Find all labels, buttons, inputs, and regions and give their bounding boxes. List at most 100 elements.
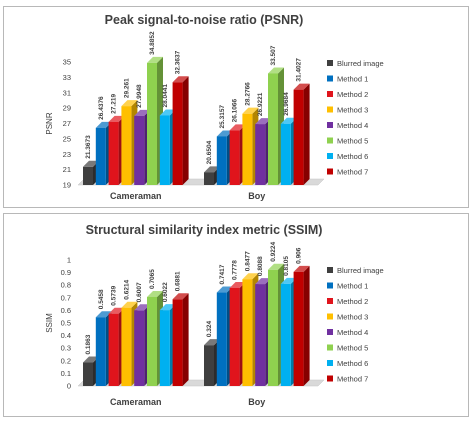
data-label: 29.261 (123, 78, 130, 98)
bar (172, 299, 183, 386)
data-label: 28.0441 (162, 84, 169, 108)
y-tick-label: 0.2 (61, 356, 71, 365)
data-label: 31.4027 (296, 58, 303, 82)
legend-entry: Blurred image (337, 59, 384, 68)
legend-entry: Method 3 (337, 313, 368, 322)
bar (293, 271, 304, 386)
bar-top (134, 109, 151, 116)
bar (108, 313, 119, 386)
bar-side (182, 293, 189, 386)
data-label: 0.7417 (219, 264, 226, 284)
bar-top (255, 118, 272, 125)
bar (159, 310, 170, 386)
bar (147, 296, 157, 386)
y-tick-label: 0.7 (61, 293, 71, 302)
y-tick-label: 35 (63, 58, 71, 67)
y-axis-label: PSNR (45, 112, 54, 134)
bar-top (172, 76, 189, 83)
bar (121, 106, 132, 185)
bar-top (280, 117, 297, 124)
bar-top (242, 107, 259, 114)
bar-top (216, 286, 233, 293)
legend-entry: Method 7 (337, 168, 368, 177)
data-label: 32.3637 (175, 50, 182, 74)
bar-side (182, 76, 189, 185)
data-label: 0.8088 (257, 256, 264, 276)
chart-title: Structural similarity index metric (SSIM… (86, 223, 323, 237)
category-label: Cameraman (110, 191, 162, 201)
data-label: 0.6881 (175, 271, 182, 291)
bar-top (293, 265, 310, 272)
bar (229, 287, 240, 386)
data-label: 28.2766 (244, 82, 251, 106)
bar (229, 130, 240, 185)
bar (216, 292, 227, 386)
category-label: Boy (248, 191, 265, 201)
legend-entry: Method 7 (337, 375, 368, 384)
bar (255, 284, 266, 386)
data-label: 26.1066 (232, 98, 239, 122)
data-label: 27.219 (111, 94, 118, 114)
legend-swatch (327, 329, 333, 335)
bar (159, 115, 170, 185)
bar-top (83, 356, 99, 363)
bar-top (229, 124, 246, 131)
data-label: 0.324 (206, 321, 213, 338)
y-tick-label: 0.4 (61, 331, 71, 340)
data-label: 0.6007 (136, 282, 143, 302)
data-label: 0.8477 (244, 251, 251, 271)
legend-entry: Method 1 (337, 282, 368, 291)
legend-entry: Method 5 (337, 137, 368, 146)
bar-top (293, 83, 310, 90)
bar-top (95, 311, 112, 318)
legend-entry: Method 2 (337, 297, 368, 306)
legend-entry: Method 6 (337, 152, 368, 161)
bar (95, 127, 106, 185)
psnr-chart-panel: Peak signal-to-noise ratio (PSNR) PSNR 19 2… (3, 6, 469, 208)
legend-swatch (327, 168, 333, 175)
y-tick-label: 1 (67, 256, 71, 265)
bar-top (108, 307, 125, 314)
category-label: Boy (248, 397, 265, 407)
bar-top (204, 166, 220, 173)
data-label: 26.9221 (257, 92, 264, 116)
legend-entry: Method 4 (337, 121, 368, 130)
data-label: 0.7778 (232, 260, 239, 280)
legend-swatch (327, 313, 333, 320)
bar (204, 172, 214, 185)
bar-top (159, 109, 176, 116)
bar (172, 82, 183, 185)
bar-top (255, 278, 272, 285)
y-tick-label: 23 (63, 150, 71, 159)
bar (216, 136, 227, 185)
data-label: 27.9948 (136, 84, 143, 108)
legend-swatch (327, 267, 333, 273)
data-label: 26.4376 (98, 96, 105, 120)
legend-swatch (327, 375, 333, 382)
bar (255, 124, 266, 185)
bar-top (147, 290, 163, 297)
y-tick-label: 25 (63, 134, 71, 143)
y-tick-label: 33 (63, 73, 71, 82)
category-label: Cameraman (110, 397, 162, 407)
legend-entry: Method 5 (337, 344, 368, 353)
chart-title: Peak signal-to-noise ratio (PSNR) (105, 13, 304, 27)
data-label: 34.8852 (149, 31, 156, 55)
bar-top (229, 281, 246, 288)
data-label: 0.7065 (149, 269, 156, 289)
data-label: 25.3157 (219, 105, 226, 129)
bar (280, 283, 291, 386)
legend-swatch (327, 153, 333, 159)
bar-top (204, 339, 220, 346)
bar (268, 269, 278, 386)
y-tick-label: 0.3 (61, 344, 71, 353)
data-label: 0.5739 (111, 285, 118, 305)
bar (134, 115, 145, 185)
bar (268, 73, 278, 185)
y-tick-label: 0.5 (61, 319, 71, 328)
bar-side (303, 265, 310, 386)
legend-swatch (327, 122, 333, 128)
data-label: 33.507 (270, 45, 277, 65)
bar-top (147, 56, 163, 63)
data-label: 0.8105 (283, 256, 290, 276)
